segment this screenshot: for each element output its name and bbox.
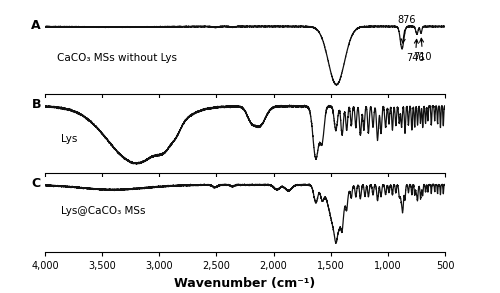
Text: 746: 746 bbox=[406, 39, 424, 63]
Text: Lys: Lys bbox=[61, 134, 78, 144]
Text: CaCO₃ MSs without Lys: CaCO₃ MSs without Lys bbox=[57, 53, 177, 63]
Text: B: B bbox=[32, 98, 41, 111]
Text: 876: 876 bbox=[397, 15, 415, 43]
Text: Lys@CaCO₃ MSs: Lys@CaCO₃ MSs bbox=[61, 206, 146, 216]
X-axis label: Wavenumber (cm⁻¹): Wavenumber (cm⁻¹) bbox=[174, 277, 316, 289]
Text: 710: 710 bbox=[414, 38, 432, 62]
Text: C: C bbox=[32, 177, 41, 190]
Text: A: A bbox=[32, 19, 41, 32]
